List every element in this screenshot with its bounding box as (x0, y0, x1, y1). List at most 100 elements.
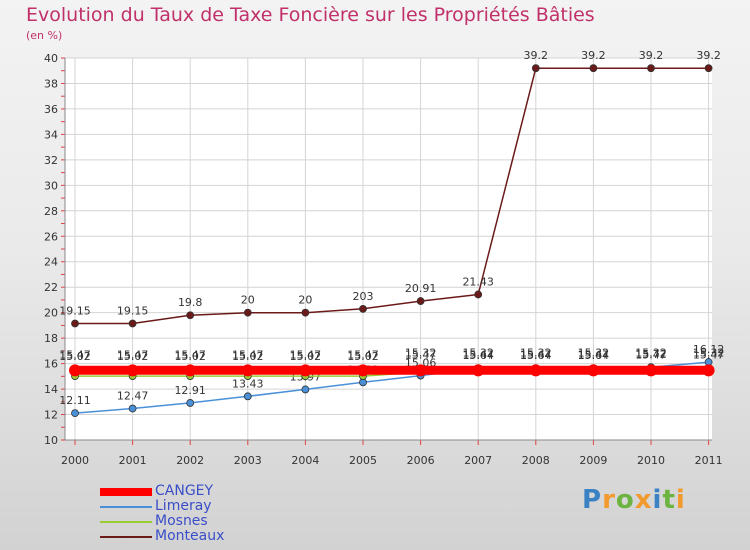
data-point-cangey (529, 364, 542, 377)
y-tick-label: 30 (44, 179, 58, 192)
legend-label: CANGEY (155, 483, 214, 499)
legend-swatch (100, 505, 152, 508)
legend-label: Monteaux (155, 528, 225, 544)
data-point-cangey (472, 364, 485, 377)
data-point-limeray (186, 399, 195, 407)
data-point-limeray (128, 404, 137, 413)
data-point-monteaux (243, 308, 252, 317)
data-label-monteaux: 39.2 (524, 49, 549, 62)
y-tick-label: 36 (44, 103, 58, 116)
data-label-monteaux: 20 (298, 294, 312, 307)
data-point-cangey (414, 364, 427, 377)
data-label-monteaux: 203 (353, 290, 374, 303)
data-point-monteaux (647, 64, 655, 73)
data-label-limeray: 16.12 (693, 343, 725, 356)
y-tick-label: 20 (44, 307, 58, 320)
data-label-mosnes: 15.32 (462, 346, 494, 359)
data-label-monteaux: 20 (241, 294, 255, 307)
data-label-limeray: 15.64 (520, 349, 552, 362)
data-label-cangey: 15.47 (290, 348, 322, 361)
data-label-mosnes: 15.32 (578, 346, 610, 359)
x-tick-label: 2006 (407, 454, 435, 467)
data-label-limeray: 15.72 (635, 348, 667, 361)
data-label-cangey: 15.47 (59, 348, 91, 361)
data-label-limeray: 15.64 (578, 349, 610, 362)
y-tick-label: 28 (44, 205, 58, 218)
chart-legend: CANGEY Limeray Mosnes Monteaux (100, 484, 224, 544)
legend-item-monteaux: Monteaux (100, 529, 224, 544)
data-label-mosnes: 15.32 (405, 346, 437, 359)
y-tick-label: 38 (44, 77, 58, 90)
data-label-monteaux: 20.91 (405, 282, 437, 295)
data-label-cangey: 15.47 (635, 348, 667, 361)
y-tick-label: 32 (44, 154, 58, 167)
x-tick-label: 2011 (695, 454, 723, 467)
data-point-monteaux (416, 297, 425, 305)
data-label-cangey: 15.47 (232, 348, 264, 361)
data-label-monteaux: 19.15 (59, 304, 91, 317)
x-tick-label: 2005 (349, 454, 377, 467)
data-point-monteaux (128, 319, 137, 328)
data-label-cangey: 15.47 (693, 348, 725, 361)
data-label-mosnes: 15.32 (635, 346, 667, 359)
data-label-cangey: 15.47 (405, 348, 437, 361)
data-label-monteaux: 21.43 (462, 275, 494, 288)
data-point-monteaux (301, 308, 310, 317)
data-label-cangey: 15.47 (578, 348, 610, 361)
legend-swatch (100, 487, 152, 496)
legend-item-limeray: Limeray (100, 499, 224, 514)
data-label-mosnes: 15.32 (693, 346, 725, 359)
legend-label: Limeray (155, 498, 212, 514)
data-label-limeray: 12.47 (117, 390, 149, 403)
data-point-cangey (69, 364, 81, 377)
data-point-cangey (184, 364, 197, 377)
data-label-mosnes: 15.02 (59, 350, 91, 363)
y-tick-label: 22 (44, 281, 58, 294)
data-point-cangey (126, 364, 139, 377)
data-label-monteaux: 39.2 (581, 49, 606, 62)
data-label-limeray: 13.43 (232, 377, 264, 390)
y-tick-label: 14 (44, 383, 58, 396)
data-label-mosnes: 15.02 (290, 350, 322, 363)
x-tick-label: 2001 (119, 454, 147, 467)
data-label-mosnes: 15.02 (174, 350, 206, 363)
x-tick-label: 2008 (522, 454, 550, 467)
data-label-monteaux: 19.8 (178, 296, 203, 309)
x-tick-label: 2000 (61, 454, 89, 467)
data-label-cangey: 15.47 (174, 348, 206, 361)
y-tick-label: 40 (44, 52, 58, 65)
y-tick-label: 10 (44, 434, 58, 447)
data-point-monteaux (71, 319, 79, 328)
x-tick-label: 2003 (234, 454, 262, 467)
y-tick-label: 18 (44, 332, 58, 345)
data-point-cangey (299, 364, 312, 377)
y-tick-label: 26 (44, 230, 58, 243)
plot-area (65, 58, 712, 440)
chart-title: Evolution du Taux de Taxe Foncière sur l… (26, 4, 595, 26)
data-label-cangey: 15.47 (117, 348, 149, 361)
data-point-monteaux (531, 64, 540, 73)
data-point-limeray (243, 392, 252, 401)
data-label-monteaux: 39.2 (696, 49, 721, 62)
legend-swatch (100, 535, 152, 538)
y-tick-label: 24 (44, 256, 58, 269)
data-point-monteaux (474, 290, 483, 299)
data-point-cangey (587, 364, 600, 377)
data-label-monteaux: 39.2 (639, 49, 664, 62)
data-label-limeray: 15.64 (462, 349, 494, 362)
data-point-monteaux (704, 64, 713, 73)
brand-logo: Proxiti (582, 485, 686, 515)
data-point-cangey (241, 364, 254, 377)
series-line-monteaux (74, 67, 710, 325)
legend-item-cangey: CANGEY (100, 484, 224, 499)
y-tick-label: 12 (44, 409, 58, 422)
data-label-limeray: 12.11 (59, 394, 91, 407)
data-label-cangey: 15.47 (347, 348, 379, 361)
data-point-cangey (645, 364, 657, 377)
data-point-monteaux (359, 304, 367, 313)
data-label-cangey: 15.47 (462, 348, 494, 361)
data-label-cangey: 15.47 (520, 348, 552, 361)
data-label-limeray: 12.91 (174, 384, 206, 397)
